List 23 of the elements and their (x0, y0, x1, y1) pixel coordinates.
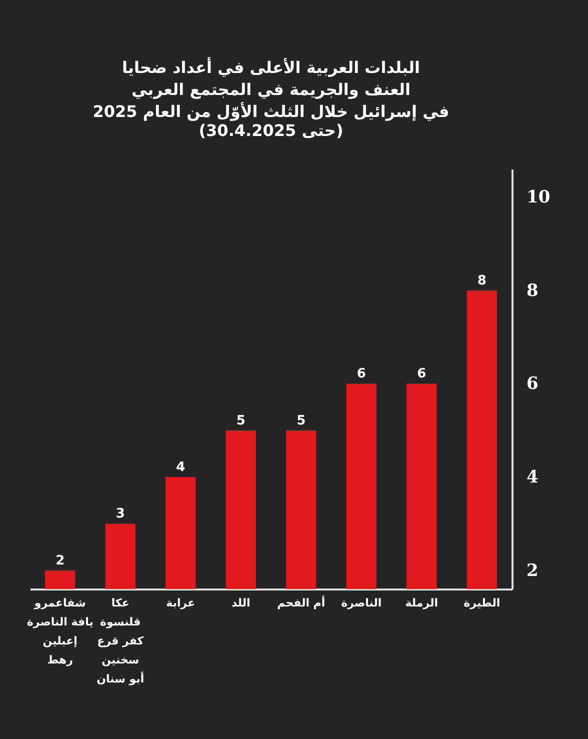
x-tick-label: الناصرة (341, 596, 382, 610)
x-tick-label: أم الفحم (277, 596, 326, 610)
y-tick-label: 10 (526, 188, 550, 208)
data-label: 6 (356, 366, 366, 382)
chart-subtitle: (حتى 30.4.2025) (198, 121, 344, 140)
x-tick-label: عرابة (166, 596, 196, 610)
data-label: 4 (176, 460, 186, 475)
y-tick-label: 2 (526, 560, 538, 581)
y-tick-label: 6 (526, 374, 538, 394)
data-label: 3 (116, 506, 125, 522)
y-tick-label: 4 (526, 468, 538, 488)
x-tick-label: شفاعمرو يافة الناصرة إعبلين رهط (26, 596, 94, 666)
y-tick-label: 8 (526, 280, 538, 301)
data-label: 8 (477, 273, 486, 288)
data-label: 5 (296, 413, 306, 428)
x-tick-label: الطيرة (464, 596, 500, 610)
data-label: 2 (56, 553, 65, 568)
data-label: 5 (236, 413, 246, 428)
x-tick-label: اللد (232, 596, 250, 610)
x-tick-label: عكا قلنسوة كفر قرع سخنين أبو سنان (96, 596, 144, 686)
chart-title: البلدات العربية الأعلى في أعداد ضحايا العنف والجريمة في المجتمع العربي في إسرائيل خلال الثلث الأوّل من العام 2025 (92, 57, 450, 121)
x-tick-label: الرملة (405, 596, 438, 610)
data-label: 6 (417, 366, 426, 382)
